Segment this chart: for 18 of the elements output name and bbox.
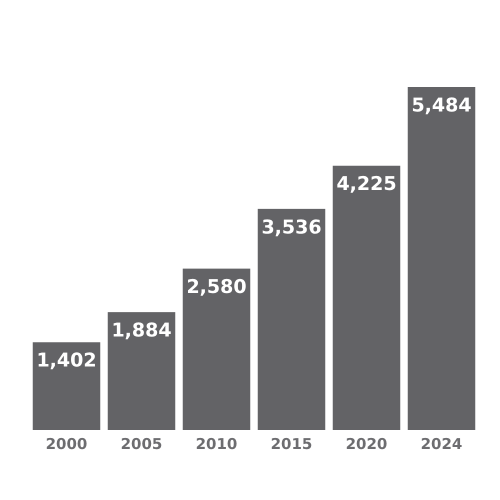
x-tick-label: 2010 <box>196 434 238 453</box>
data-label: 1,884 <box>111 320 172 342</box>
x-tick-label: 2000 <box>46 434 88 453</box>
data-label: 5,484 <box>411 94 472 116</box>
data-label: 3,536 <box>261 216 322 238</box>
bar <box>182 268 250 430</box>
bar <box>258 208 326 430</box>
bar <box>108 312 176 430</box>
bar <box>332 166 400 430</box>
data-label: 2,580 <box>186 276 247 298</box>
bar <box>32 342 100 430</box>
data-label: 4,225 <box>336 173 397 196</box>
x-tick-label: 2005 <box>120 434 162 453</box>
x-tick-label: 2020 <box>346 434 388 453</box>
bar <box>408 87 476 430</box>
x-tick-label: 2024 <box>420 434 462 453</box>
x-tick-label: 2015 <box>270 434 312 453</box>
data-label: 1,402 <box>36 350 97 372</box>
